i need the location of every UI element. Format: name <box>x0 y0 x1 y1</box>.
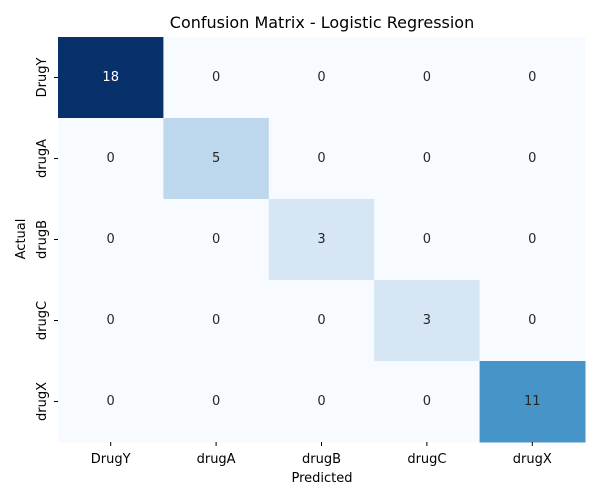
cell-value-label: 0 <box>528 151 536 166</box>
heatmap-cell <box>374 37 481 119</box>
y-axis-ticks: DrugY drugA drugB drugC drugX <box>35 58 58 421</box>
cell-value-label: 0 <box>212 232 220 247</box>
heatmap-cell <box>268 37 375 119</box>
chart-title: Confusion Matrix - Logistic Regression <box>170 13 474 32</box>
x-tick-label: drugA <box>197 452 236 467</box>
heatmap-cell <box>58 118 164 200</box>
cell-value-label: 0 <box>528 313 536 328</box>
cell-value-label: 0 <box>212 313 220 328</box>
heatmap-cell <box>58 199 164 281</box>
heatmap-cell <box>479 118 586 200</box>
y-tick-label: drugB <box>35 220 50 259</box>
cell-value-label: 0 <box>317 70 325 85</box>
cell-value-label: 0 <box>423 70 431 85</box>
heatmap-cell <box>163 37 270 119</box>
cell-value-label: 0 <box>528 232 536 247</box>
heatmap-cell <box>58 361 164 443</box>
heatmap-cell <box>163 199 270 281</box>
x-tick-label: drugB <box>302 452 341 467</box>
heatmap-cells: 18 0 0 0 0 0 5 0 0 0 0 0 3 0 0 0 0 0 3 0 0 0 0 0 11 <box>58 37 586 443</box>
heatmap-cell <box>163 280 270 362</box>
y-axis-label: Actual <box>14 219 29 260</box>
y-tick-label: drugC <box>35 301 50 340</box>
heatmap-cell <box>58 280 164 362</box>
heatmap-cell <box>479 37 586 119</box>
cell-value-label: 0 <box>423 394 431 409</box>
x-axis-ticks: DrugY drugA drugB drugC drugX <box>91 442 552 467</box>
heatmap-cell <box>268 118 375 200</box>
cell-value-label: 0 <box>107 232 115 247</box>
heatmap-cell <box>479 280 586 362</box>
heatmap-cell <box>58 37 164 119</box>
x-tick-label: drugX <box>513 452 552 467</box>
cell-value-label: 0 <box>107 394 115 409</box>
heatmap-cell <box>163 361 270 443</box>
cell-value-label: 0 <box>107 151 115 166</box>
cell-value-label: 5 <box>212 151 220 166</box>
heatmap-cell <box>374 118 481 200</box>
heatmap-cell <box>479 361 586 443</box>
cell-value-label: 0 <box>317 313 325 328</box>
x-tick-label: DrugY <box>91 452 131 467</box>
cell-value-label: 18 <box>102 70 119 85</box>
heatmap-cell <box>374 199 481 281</box>
cell-value-label: 3 <box>423 313 431 328</box>
cell-value-label: 0 <box>423 151 431 166</box>
y-tick-label: DrugY <box>35 58 50 98</box>
cell-value-label: 0 <box>212 394 220 409</box>
heatmap-cell <box>374 361 481 443</box>
heatmap-cell <box>268 199 375 281</box>
y-tick-label: drugA <box>35 139 50 178</box>
cell-value-label: 0 <box>528 70 536 85</box>
x-axis-label: Predicted <box>291 471 352 486</box>
cell-value-label: 0 <box>107 313 115 328</box>
x-tick-label: drugC <box>407 452 446 467</box>
heatmap-cell <box>268 280 375 362</box>
cell-value-label: 0 <box>317 151 325 166</box>
heatmap-cell <box>268 361 375 443</box>
heatmap-cell <box>479 199 586 281</box>
y-tick-label: drugX <box>35 382 50 421</box>
cell-value-label: 0 <box>423 232 431 247</box>
cell-value-label: 3 <box>317 232 325 247</box>
heatmap-cell <box>163 118 270 200</box>
heatmap-cell <box>374 280 481 362</box>
cell-value-label: 11 <box>524 394 541 409</box>
cell-value-label: 0 <box>317 394 325 409</box>
cell-value-label: 0 <box>212 70 220 85</box>
